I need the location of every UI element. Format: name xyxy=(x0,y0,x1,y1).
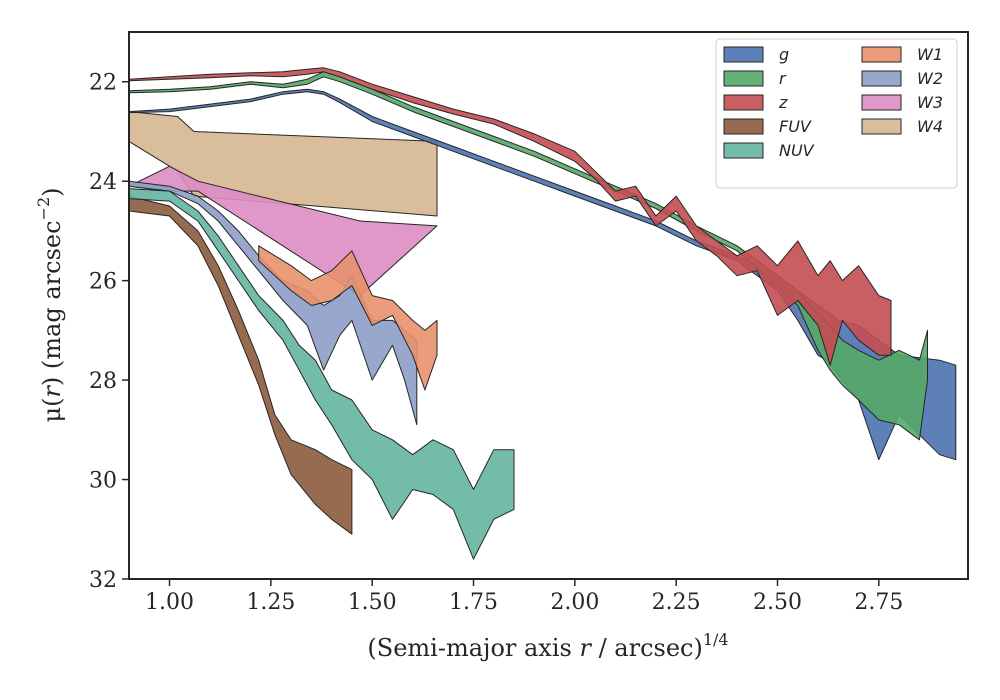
area-r xyxy=(128,71,928,441)
area-w1 xyxy=(258,245,438,391)
x-tick-label: 2.50 xyxy=(753,590,802,615)
plot-frame xyxy=(128,31,969,580)
legend-swatch-nuv xyxy=(723,142,764,159)
x-tick-label: 2.00 xyxy=(550,590,599,615)
legend-label-w4: W4 xyxy=(917,117,943,136)
legend-label-w3: W3 xyxy=(917,93,943,112)
y-axis-ticks: 22 24 26 28 30 32 xyxy=(89,71,129,593)
legend-swatch-w2 xyxy=(861,70,902,87)
legend-label-g: g xyxy=(779,45,789,64)
legend: grz FUV NUV W1 W2 W3 W4 xyxy=(715,38,958,189)
y-tick-label: 30 xyxy=(89,469,117,494)
x-tick-label: 1.25 xyxy=(246,590,295,615)
y-tick-label: 28 xyxy=(89,369,117,394)
legend-label-nuv: NUV xyxy=(779,141,815,160)
area-g xyxy=(128,88,957,461)
legend-swatch-r xyxy=(723,70,764,87)
legend-label-w1: W1 xyxy=(917,45,943,64)
legend-label-r: r xyxy=(779,69,787,88)
y-tick-label: 22 xyxy=(89,71,117,96)
x-axis-label: (Semi-major axis r / arcsec)1/4 xyxy=(367,630,728,662)
legend-swatch-w4 xyxy=(861,118,902,135)
y-tick-label: 32 xyxy=(89,568,117,593)
x-tick-label: 1.50 xyxy=(348,590,397,615)
legend-swatch-z xyxy=(723,94,764,111)
legend-swatch-w3 xyxy=(861,94,902,111)
legend-swatch-fuv xyxy=(723,118,764,135)
area-fuv xyxy=(128,195,353,535)
legend-label-fuv: FUV xyxy=(779,117,812,136)
legend-label-w2: W2 xyxy=(917,69,943,88)
legend-swatch-g xyxy=(723,46,764,63)
x-tick-label: 2.75 xyxy=(854,590,903,615)
x-axis-ticks: 1.00 1.25 1.50 1.75 2.00 2.25 2.50 2.75 xyxy=(145,579,903,615)
area-z xyxy=(128,67,892,366)
y-axis-label: μ(r) (mag arcsec−2) xyxy=(34,187,66,422)
profile-areas xyxy=(128,67,957,560)
x-tick-label: 2.25 xyxy=(652,590,701,615)
legend-label-z: z xyxy=(778,93,788,112)
legend-swatch-w1 xyxy=(861,46,902,63)
area-nuv xyxy=(128,188,515,560)
y-tick-label: 24 xyxy=(89,170,117,195)
x-tick-label: 1.75 xyxy=(449,590,498,615)
y-tick-label: 26 xyxy=(89,270,117,295)
x-tick-label: 1.00 xyxy=(145,590,194,615)
